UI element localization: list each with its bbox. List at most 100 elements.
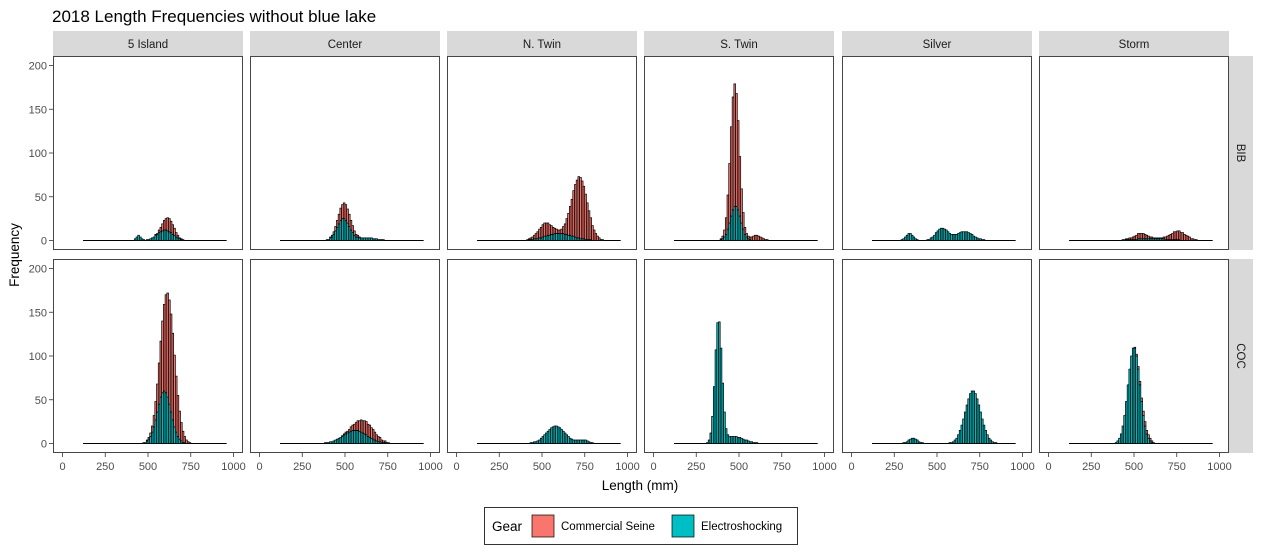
x-tick-label: 500 [336,461,354,473]
y-tick-label: 0 [41,236,47,248]
y-tick-label: 50 [35,192,47,204]
bar-commercial-seine [1137,366,1140,370]
histogram-silver-bib [872,227,1016,241]
bar-commercial-seine [188,442,192,444]
histogram-center-coc [280,419,424,444]
histogram-n-twin-bib [477,176,621,241]
x-tick-label: 250 [96,461,114,473]
bar-commercial-seine [175,232,178,238]
bar-electroshocking [591,442,594,444]
bar-commercial-seine [1135,353,1138,357]
x-tick-label: 250 [687,461,705,473]
bar-electroshocking [723,411,726,444]
x-tick-label: 0 [1045,461,1051,473]
bar-commercial-seine [176,234,180,239]
strip-label-center: Center [328,39,363,51]
strip-label-silver: Silver [923,39,952,51]
x-tick-label: 0 [256,461,262,473]
bar-commercial-seine [178,237,181,240]
bar-commercial-seine [1152,442,1155,444]
bar-commercial-seine [180,238,183,240]
panel-n-twin-coc [447,259,637,453]
histogram-n-twin-coc [477,425,621,444]
bar-commercial-seine [1149,437,1152,442]
bar-commercial-seine [1195,239,1198,241]
y-tick-label: 200 [29,61,47,73]
bar-commercial-seine [378,437,382,443]
bar-commercial-seine [383,440,387,443]
legend: Gear Commercial Seine Electroshocking [484,507,798,545]
legend-label-commercial-seine: Commercial Seine [561,521,655,533]
y-tick-label: 150 [29,307,47,319]
panel-silver-bib [842,56,1032,250]
bar-commercial-seine [743,227,747,235]
x-tick-label: 1000 [812,461,836,473]
legend-swatch-electroshocking [671,514,695,538]
x-tick-label: 500 [928,461,946,473]
x-tick-label: 750 [576,461,594,473]
y-tick-label: 50 [35,395,47,407]
panel-center-coc [250,259,440,453]
y-axis-title: Frequency [7,223,22,287]
legend-title: Gear [492,519,523,534]
bar-commercial-seine [358,236,361,239]
x-tick-label: 750 [379,461,397,473]
legend-label-electroshocking: Electroshocking [701,521,782,533]
bar-commercial-seine [351,225,354,233]
legend-swatch-commercial-seine [531,514,555,538]
x-tick-label: 750 [182,461,200,473]
x-tick-label: 750 [773,461,791,473]
x-tick-label: 0 [453,461,459,473]
bar-commercial-seine [1143,421,1147,427]
strip-bib [1229,56,1253,250]
x-tick-label: 1000 [615,461,639,473]
strip-label-n-twin: N. Twin [523,39,561,51]
y-tick-label: 200 [29,264,47,276]
bar-electroshocking [916,239,919,241]
y-tick-label: 100 [29,351,47,363]
x-tick-label: 750 [1168,461,1186,473]
histogram-center-bib [280,202,424,241]
bar-commercial-seine [598,237,601,241]
bar-commercial-seine [387,442,390,444]
bar-commercial-seine [1138,381,1142,386]
bar-commercial-seine [349,220,353,231]
bar-commercial-seine [601,239,604,241]
plot-area: 5 Island Center N. Twin S. Twin Silver Storm B… [29,31,1253,473]
strip-storm [1039,31,1229,56]
strip-label-5-island: 5 Island [128,39,168,51]
histogram-s-twin-bib [674,83,818,241]
x-tick-label: 250 [1082,461,1100,473]
strip-label-bib: BIB [1234,144,1246,163]
y-tick-label: 100 [29,148,47,160]
panel-s-twin-coc [644,259,834,453]
chart-title: 2018 Length Frequencies without blue lak… [52,7,376,26]
x-tick-label: 500 [1125,461,1143,473]
x-tick-label: 0 [59,461,65,473]
x-tick-label: 750 [971,461,989,473]
x-tick-label: 1000 [221,461,245,473]
histogram-storm-coc [1069,346,1213,444]
x-tick-label: 1000 [1207,461,1231,473]
strip-n-twin [447,31,637,56]
bar-commercial-seine [183,436,186,443]
panel-n-twin-bib [447,56,637,250]
bar-electroshocking [921,442,924,444]
histogram-s-twin-coc [674,321,818,444]
x-tick-label: 0 [650,461,656,473]
bar-commercial-seine [1133,346,1137,349]
x-tick-label: 500 [533,461,551,473]
x-tick-label: 500 [730,461,748,473]
x-axis-title: Length (mm) [602,478,679,493]
strip-label-s-twin: S. Twin [720,39,758,51]
strip-5-island [53,31,243,56]
bar-electroshocking [994,442,998,444]
bar-electroshocking [755,442,759,444]
bar-commercial-seine [766,239,769,241]
x-tick-label: 250 [293,461,311,473]
histogram-5-island-bib [83,217,227,241]
bar-commercial-seine [738,156,742,217]
panel-silver-coc [842,259,1032,453]
x-tick-label: 1000 [1010,461,1034,473]
